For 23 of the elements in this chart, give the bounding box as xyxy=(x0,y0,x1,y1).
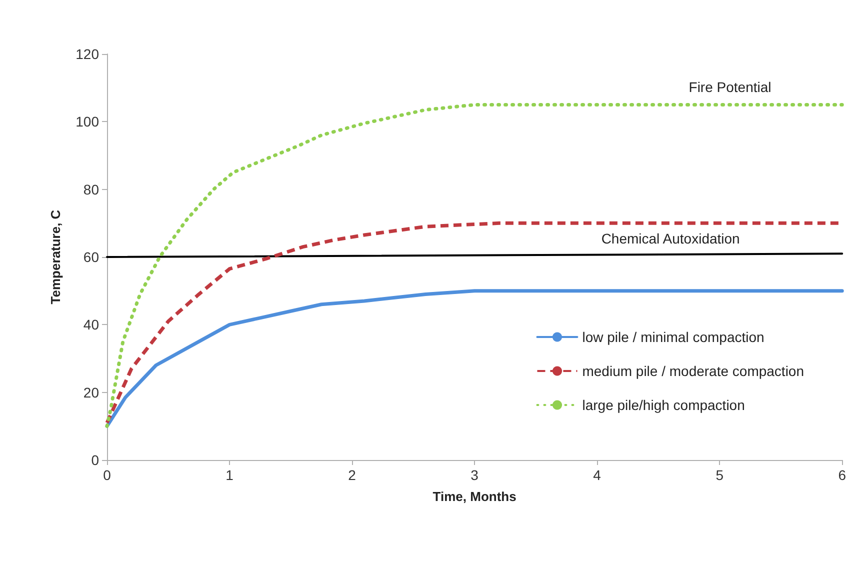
x-tick-label: 6 xyxy=(838,467,846,483)
x-tick-label: 3 xyxy=(470,467,479,483)
annotation: Fire Potential xyxy=(688,79,772,95)
x-tick-label: 1 xyxy=(226,467,234,483)
y-axis-title: Temperature, C xyxy=(48,209,63,304)
x-tick-label: 0 xyxy=(103,467,112,483)
x-tick-label: 2 xyxy=(348,467,356,483)
x-tick-label: 5 xyxy=(716,467,724,483)
line-series xyxy=(105,103,844,428)
legend-label: low pile / minimal compaction xyxy=(582,329,764,345)
y-tick-label: 80 xyxy=(83,181,100,198)
line-series xyxy=(105,289,844,428)
y-tick-label: 100 xyxy=(76,114,100,130)
y-tick-label: 60 xyxy=(83,249,100,265)
y-tick-label: 20 xyxy=(83,384,100,400)
y-tick-label: 120 xyxy=(76,46,100,62)
y-tick-label: 40 xyxy=(83,316,100,333)
y-tick-label: 0 xyxy=(91,452,100,468)
annotation: Chemical Autoxidation xyxy=(601,230,740,247)
legend-label: medium pile / moderate compaction xyxy=(582,363,804,379)
x-tick-label: 4 xyxy=(593,467,602,483)
legend-label: large pile/high compaction xyxy=(582,397,745,413)
x-axis-title: Time, Months xyxy=(432,489,516,504)
